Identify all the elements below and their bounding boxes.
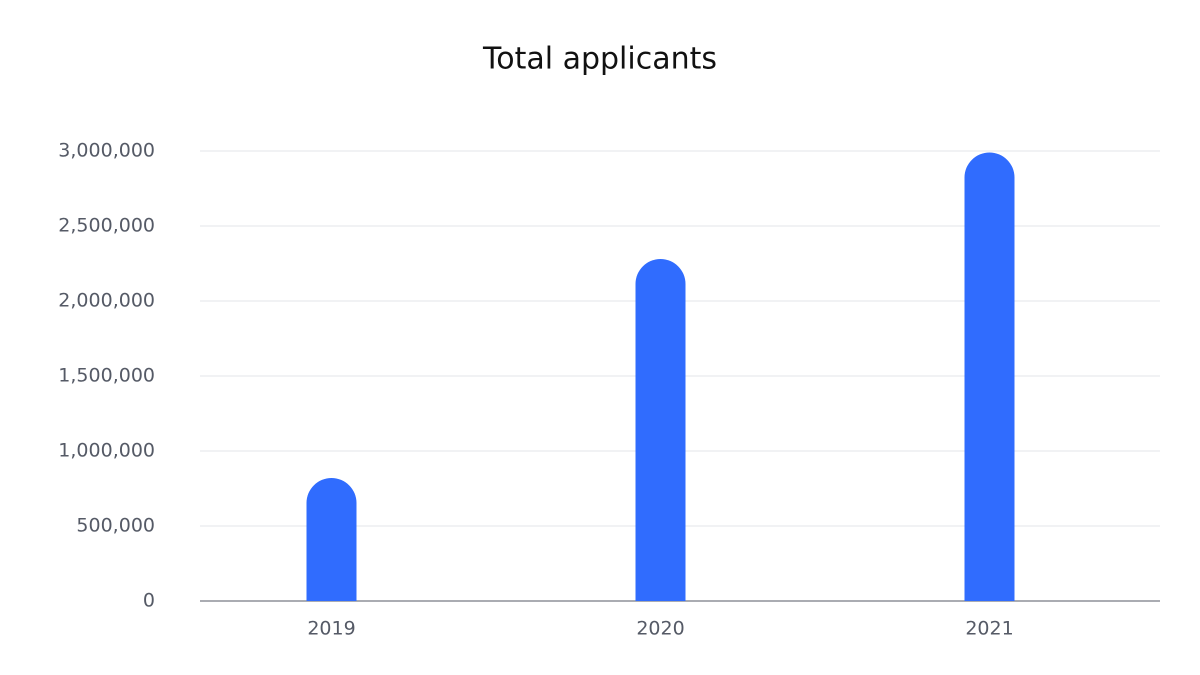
y-tick-label: 1,000,000 xyxy=(58,440,155,462)
y-tick-label: 0 xyxy=(143,590,155,612)
y-tick-label: 3,000,000 xyxy=(58,140,155,162)
bar xyxy=(306,477,357,601)
y-tick-label: 2,000,000 xyxy=(58,290,155,312)
x-tick-label: 2020 xyxy=(636,618,684,640)
y-tick-label: 1,500,000 xyxy=(58,365,155,387)
x-tick-label: 2021 xyxy=(965,618,1013,640)
y-tick-label: 2,500,000 xyxy=(58,215,155,237)
chart-title: Total applicants xyxy=(482,42,717,77)
x-tick-label: 2019 xyxy=(307,618,355,640)
bar xyxy=(964,152,1015,601)
y-tick-label: 500,000 xyxy=(76,515,155,537)
bar xyxy=(635,259,686,601)
